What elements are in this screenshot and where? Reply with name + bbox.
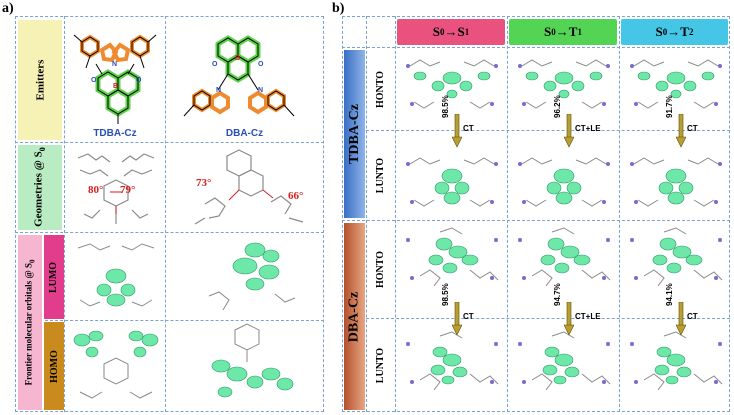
nto-tdba-honto-t2: [630, 59, 722, 109]
type-tdba-t1: CT+LE: [575, 124, 601, 133]
dba-cz-homo: [211, 323, 294, 398]
svg-text:N: N: [258, 87, 263, 94]
dba-angle-left: 73°: [196, 177, 212, 189]
nto-dba-lunto-t1: [518, 331, 611, 391]
row-label-lunto-1: LUNTO: [375, 157, 387, 194]
nto-dba-lunto-t2: [630, 331, 723, 391]
transition-arrow-tdba-s1: [452, 114, 462, 148]
tdba-cz-homo: [73, 330, 159, 399]
type-dba-t2: CT: [687, 312, 698, 321]
group-label-dba-cz: DBA-Cz: [344, 223, 365, 410]
geometries-row-label: Geometries @ S0: [18, 145, 62, 230]
type-dba-s1: CT: [463, 312, 474, 321]
dba-cz-structure: B O O N N: [183, 35, 295, 117]
column-header-s0-s1: S 0 → S 1: [397, 19, 505, 45]
homo-label: HOMO: [44, 322, 64, 410]
transition-arrow-dba-t2: [676, 302, 686, 336]
emitters-row-label: Emitters: [18, 20, 62, 140]
dba-cz-geometry: [194, 149, 304, 225]
column-header-s0-t1: S 0 → T 1: [509, 19, 617, 45]
type-tdba-s1: CT: [463, 124, 474, 133]
tdba-cz-lumo: [77, 243, 155, 307]
transition-arrow-dba-s1: [452, 302, 462, 336]
dba-angle-right: 66°: [288, 190, 304, 202]
column-header-s0-t2: S 0 → T 2: [621, 19, 728, 45]
dba-cz-lumo: [208, 242, 296, 311]
nto-tdba-lunto-t1: [518, 157, 610, 207]
svg-text:N: N: [112, 61, 117, 68]
tdba-angle-left: 80°: [88, 184, 104, 196]
svg-text:B: B: [235, 55, 240, 62]
tdba-cz-geometry: [77, 153, 155, 224]
svg-text:O: O: [258, 61, 264, 68]
nto-dba-lunto-s1: [406, 331, 499, 391]
nto-dba-honto-t2: [630, 227, 723, 287]
svg-text:O: O: [91, 77, 97, 84]
nto-dba-honto-s1: [406, 227, 499, 287]
nto-tdba-lunto-s1: [406, 157, 498, 207]
row-label-lunto-2: LUNTO: [375, 347, 387, 384]
frontier-row-label: Frontier molecular orbitals @ S0: [18, 235, 42, 410]
nto-tdba-honto-s1: [406, 59, 498, 109]
group-label-tdba-cz: TDBA-Cz: [344, 50, 365, 218]
row-label-honto-2: HONTO: [375, 250, 387, 289]
svg-text:B: B: [113, 83, 118, 90]
svg-text:N: N: [216, 87, 221, 94]
panel-a-label: a): [2, 1, 14, 16]
svg-text:O: O: [136, 77, 142, 84]
tdba-cz-label: TDBA-Cz: [93, 128, 137, 139]
nto-dba-honto-t1: [518, 227, 611, 287]
panel-a-frame: [15, 16, 324, 412]
panel-b-frame: [342, 16, 730, 412]
tdba-angle-right: 79°: [120, 184, 136, 196]
svg-text:O: O: [212, 61, 218, 68]
row-label-honto-1: HONTO: [375, 70, 387, 108]
panel-b-label: b): [332, 1, 345, 16]
dba-cz-label: DBA-Cz: [225, 128, 264, 139]
type-tdba-t2: CT: [687, 124, 698, 133]
transition-arrow-tdba-t2: [676, 114, 686, 148]
nto-tdba-lunto-t2: [630, 157, 722, 207]
nto-tdba-honto-t1: [518, 59, 610, 109]
type-dba-t1: CT+LE: [575, 312, 601, 321]
tdba-cz-structure: B O O N: [73, 34, 157, 124]
transition-arrow-dba-t1: [564, 302, 574, 336]
transition-arrow-tdba-t1: [564, 114, 574, 148]
lumo-label: LUMO: [44, 235, 64, 319]
